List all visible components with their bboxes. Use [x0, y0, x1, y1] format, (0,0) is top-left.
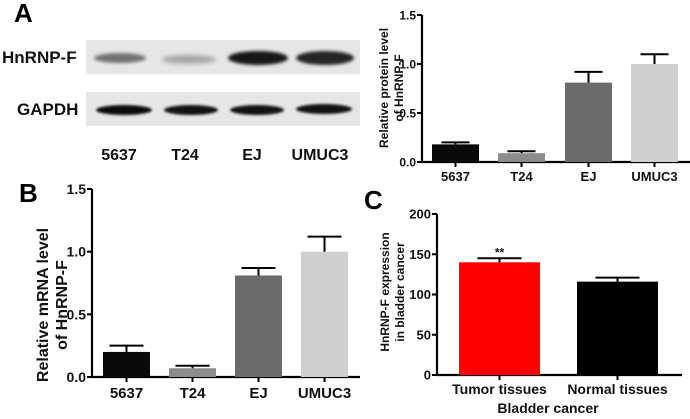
panel-letter-c: C: [364, 185, 383, 215]
bar: [169, 368, 216, 377]
chart-a-y-title: Relative protein level of HnRNP-F: [377, 28, 406, 148]
svg-text:Relative mRNA level: Relative mRNA level: [35, 228, 52, 382]
band: [96, 105, 152, 115]
lane-label: 5637: [101, 147, 137, 164]
y-tick-label: 1.0: [67, 244, 87, 260]
band: [296, 51, 354, 65]
chart-b-y-title: Relative mRNA level of HnRNP-F: [35, 228, 71, 382]
panel-letter-a: A: [14, 0, 33, 28]
significance-annotation: **: [495, 245, 505, 259]
chart-a-plot: 0.0 0.5 1.0 1.5 5637 T24 EJ UMUC3: [399, 8, 690, 184]
y-tick-label: 1.0: [399, 57, 416, 71]
blot-row-label-hnrnpf: HnRNP-F: [2, 48, 77, 67]
svg-text:HnRNP-F expression: HnRNP-F expression: [378, 232, 392, 351]
blot-row-label-gapdh: GAPDH: [17, 100, 79, 119]
x-tick-label: Tumor tissues: [452, 381, 547, 397]
bar: [103, 351, 150, 377]
band: [162, 55, 216, 64]
y-tick-label: 0: [424, 368, 431, 383]
y-tick-label: 1.5: [399, 8, 416, 22]
lane-label: EJ: [242, 147, 262, 164]
band: [164, 105, 218, 115]
band: [296, 104, 352, 114]
x-tick-label: T24: [180, 385, 207, 402]
bar: [577, 281, 658, 375]
y-tick-label: 0.0: [399, 155, 416, 169]
svg-text:in bladder cancer: in bladder cancer: [393, 242, 407, 342]
chart-c-x-title: Bladder cancer: [497, 400, 599, 416]
x-tick-label: EJ: [581, 169, 597, 184]
y-tick-label: 0.5: [67, 306, 87, 322]
lane-label: T24: [171, 147, 199, 164]
x-tick-label: 5637: [110, 385, 143, 402]
band: [230, 105, 284, 115]
y-tick-label: 50: [417, 327, 431, 342]
bar: [301, 251, 348, 377]
bar: [432, 144, 479, 162]
x-tick-label: Normal tissues: [567, 381, 668, 397]
blot-strip-hnrnpf: [86, 40, 360, 74]
bar: [235, 275, 282, 377]
x-tick-label: EJ: [249, 385, 267, 402]
x-tick-label: UMUC3: [631, 169, 677, 184]
y-tick-label: 200: [409, 207, 431, 222]
y-tick-label: 0.5: [399, 106, 416, 120]
y-tick-label: 150: [409, 247, 431, 262]
svg-text:of HnRNP-F: of HnRNP-F: [392, 54, 406, 121]
x-tick-label: T24: [510, 169, 533, 184]
chart-b-plot: 0.0 0.5 1.0 1.5 5637 T24 EJ UMUC3: [67, 181, 360, 402]
y-tick-label: 1.5: [67, 181, 87, 197]
y-tick-label: 0.0: [67, 369, 87, 385]
svg-text:of HnRNP-F: of HnRNP-F: [54, 260, 71, 350]
svg-text:Relative protein level: Relative protein level: [377, 28, 391, 148]
band: [228, 51, 288, 65]
x-tick-label: UMUC3: [298, 385, 351, 402]
y-tick-label: 100: [409, 287, 431, 302]
band: [94, 53, 146, 63]
bar: [498, 153, 545, 162]
bar: [631, 64, 678, 162]
chart-c-plot: 0 50 100 150 200 Tumor tissues Normal tissues *…: [409, 207, 682, 397]
blot-strip-gapdh: [86, 92, 360, 126]
bar: [459, 262, 540, 375]
panel-letter-b: B: [19, 178, 38, 208]
bar: [565, 82, 612, 162]
western-blot: HnRNP-F GAPDH 5637 T24 EJ UMUC3: [0, 0, 370, 180]
x-tick-label: 5637: [441, 169, 470, 184]
chart-c-y-title: HnRNP-F expression in bladder cancer: [378, 232, 407, 351]
lane-label: UMUC3: [291, 147, 349, 164]
